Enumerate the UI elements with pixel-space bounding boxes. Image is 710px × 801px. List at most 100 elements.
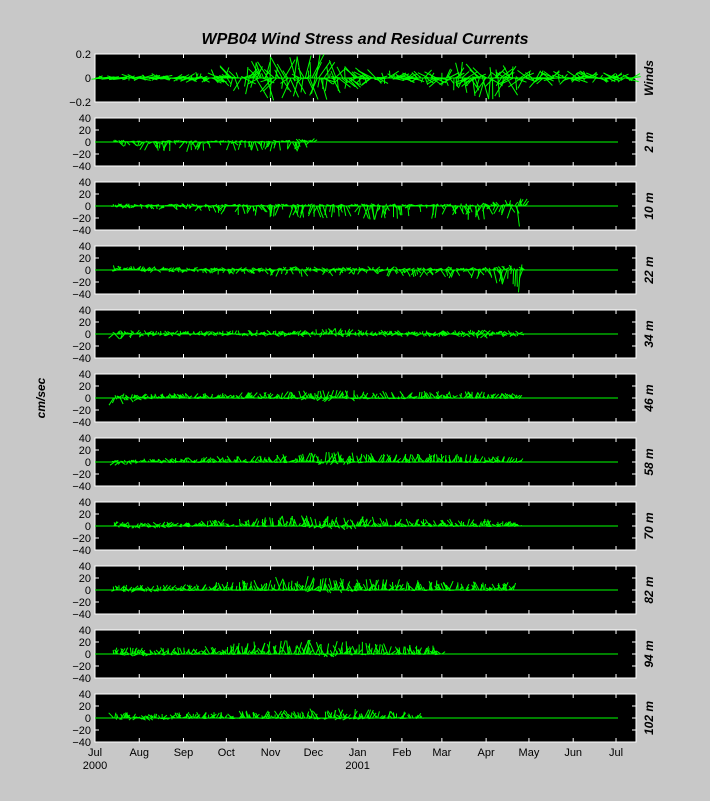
stick-vector — [234, 459, 238, 463]
stick-vector — [164, 457, 171, 463]
stick-vector — [242, 581, 245, 591]
stick-vector — [293, 266, 298, 271]
stick-vector — [441, 519, 447, 527]
stick-vector — [123, 586, 129, 591]
stick-vector — [167, 648, 170, 655]
stick-vector — [340, 203, 346, 207]
stick-vector — [475, 395, 480, 399]
stick-vector — [289, 332, 293, 335]
stick-vector — [124, 653, 127, 656]
stick-vector — [212, 333, 216, 336]
stick-vector — [525, 72, 533, 79]
stick-vector — [213, 77, 219, 84]
stick-vector — [320, 331, 323, 335]
stick-vector — [203, 269, 208, 274]
stick-vector — [389, 70, 391, 79]
stick-vector — [484, 457, 486, 463]
stick-vector — [296, 141, 301, 152]
y-tick-label: −40 — [72, 417, 91, 429]
stick-vector — [349, 455, 351, 463]
stick-vector — [407, 458, 411, 463]
stick-vector — [427, 333, 431, 338]
stick-vector — [234, 397, 236, 399]
stick-vector — [268, 393, 274, 399]
stick-vector — [361, 717, 366, 720]
stick-vector — [484, 459, 489, 463]
stick-vector — [334, 653, 338, 657]
stick-vector — [361, 653, 365, 656]
stick-vector — [187, 460, 189, 463]
stick-vector — [193, 333, 197, 335]
stick-vector — [359, 332, 361, 335]
stick-vector — [462, 333, 468, 338]
stick-vector — [171, 650, 176, 655]
stick-vector — [309, 77, 319, 100]
stick-vector — [263, 69, 275, 79]
stick-vector — [518, 269, 521, 293]
stick-vector — [206, 525, 210, 528]
stick-vector — [281, 77, 292, 99]
stick-vector — [139, 717, 143, 720]
stick-vector — [256, 650, 260, 655]
stick-vector — [537, 77, 550, 80]
y-tick-label: 0 — [85, 201, 91, 213]
x-tick-label: Jul — [88, 747, 102, 759]
stick-vector — [283, 461, 288, 464]
stick-vector — [260, 396, 266, 399]
stick-vector — [422, 267, 426, 271]
stick-vector — [440, 583, 445, 591]
stick-vector — [123, 267, 125, 271]
stick-vector — [263, 392, 268, 399]
y-tick-label: 40 — [79, 177, 91, 189]
stick-vector — [459, 394, 463, 399]
stick-vector — [246, 205, 252, 214]
stick-vector — [470, 269, 475, 279]
stick-vector — [467, 330, 472, 335]
stick-vector — [289, 205, 292, 207]
stick-vector — [305, 141, 310, 146]
stick-vector — [448, 580, 454, 591]
stick-vector — [149, 205, 153, 210]
y-tick-label: 0.2 — [76, 49, 91, 61]
stick-vector — [296, 397, 299, 400]
stick-vector — [130, 205, 136, 209]
stick-vector — [155, 525, 159, 528]
stick-vector — [261, 73, 264, 79]
stick-vector — [155, 649, 161, 655]
stick-vector — [372, 522, 377, 527]
stick-vector — [391, 333, 395, 337]
stick-vector — [184, 392, 190, 399]
stick-vector — [465, 268, 470, 271]
stick-vector — [114, 460, 119, 463]
stick-vector — [551, 70, 560, 79]
stick-vector — [173, 141, 177, 145]
stick-vector — [256, 520, 260, 527]
stick-vector — [295, 583, 302, 591]
stick-vector — [241, 269, 246, 272]
stick-vector — [517, 77, 524, 89]
stick-vector — [437, 457, 444, 463]
stick-vector — [273, 397, 275, 400]
stick-vector — [492, 201, 498, 207]
stick-vector — [179, 585, 183, 591]
stick-vector — [275, 141, 281, 143]
stick-vector — [312, 205, 318, 214]
stick-vector — [344, 330, 347, 335]
stick-vector — [149, 269, 154, 273]
stick-vector — [194, 269, 196, 272]
stick-vector — [361, 516, 366, 527]
stick-vector — [281, 397, 284, 399]
stick-vector — [151, 460, 156, 463]
stick-vector — [194, 459, 198, 463]
stick-vector — [505, 589, 508, 591]
stick-vector — [335, 390, 342, 399]
stick-vector — [214, 333, 217, 337]
stick-vector — [496, 266, 499, 271]
stick-vector — [323, 717, 329, 720]
stick-vector — [287, 141, 292, 150]
stick-vector — [309, 653, 312, 656]
stick-vector — [585, 74, 594, 79]
stick-vector — [427, 267, 432, 271]
stick-vector — [187, 651, 193, 655]
stick-vector — [309, 269, 311, 272]
